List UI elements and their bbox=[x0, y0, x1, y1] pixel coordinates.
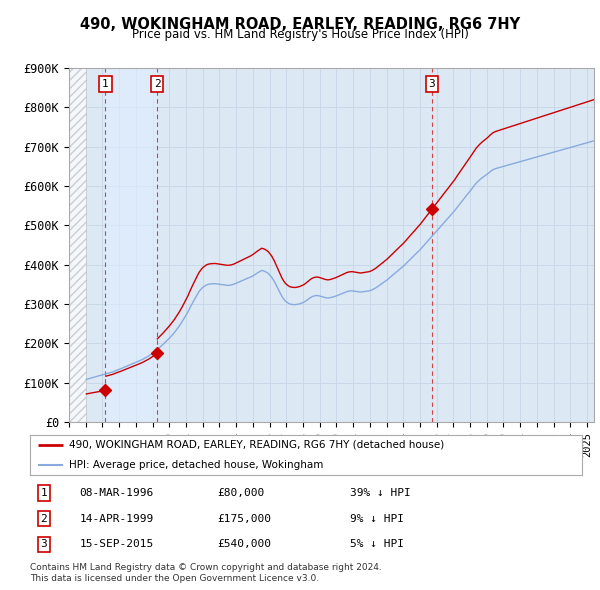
Text: £175,000: £175,000 bbox=[218, 514, 272, 523]
Text: 1: 1 bbox=[40, 488, 47, 498]
Bar bbox=[106, 68, 157, 422]
Bar bbox=[69, 68, 86, 422]
Text: £80,000: £80,000 bbox=[218, 488, 265, 498]
Text: 1: 1 bbox=[102, 79, 109, 88]
Text: 2: 2 bbox=[40, 514, 47, 523]
Text: Price paid vs. HM Land Registry's House Price Index (HPI): Price paid vs. HM Land Registry's House … bbox=[131, 28, 469, 41]
Text: 5% ↓ HPI: 5% ↓ HPI bbox=[350, 539, 404, 549]
Text: 9% ↓ HPI: 9% ↓ HPI bbox=[350, 514, 404, 523]
Text: 39% ↓ HPI: 39% ↓ HPI bbox=[350, 488, 411, 498]
Text: Contains HM Land Registry data © Crown copyright and database right 2024.
This d: Contains HM Land Registry data © Crown c… bbox=[30, 563, 382, 583]
Text: £540,000: £540,000 bbox=[218, 539, 272, 549]
Text: 14-APR-1999: 14-APR-1999 bbox=[80, 514, 154, 523]
Text: 15-SEP-2015: 15-SEP-2015 bbox=[80, 539, 154, 549]
Text: 2: 2 bbox=[154, 79, 161, 88]
Text: 490, WOKINGHAM ROAD, EARLEY, READING, RG6 7HY (detached house): 490, WOKINGHAM ROAD, EARLEY, READING, RG… bbox=[68, 440, 444, 450]
Text: 3: 3 bbox=[40, 539, 47, 549]
Text: 08-MAR-1996: 08-MAR-1996 bbox=[80, 488, 154, 498]
Text: 3: 3 bbox=[428, 79, 435, 88]
Text: HPI: Average price, detached house, Wokingham: HPI: Average price, detached house, Woki… bbox=[68, 460, 323, 470]
Text: 490, WOKINGHAM ROAD, EARLEY, READING, RG6 7HY: 490, WOKINGHAM ROAD, EARLEY, READING, RG… bbox=[80, 17, 520, 31]
